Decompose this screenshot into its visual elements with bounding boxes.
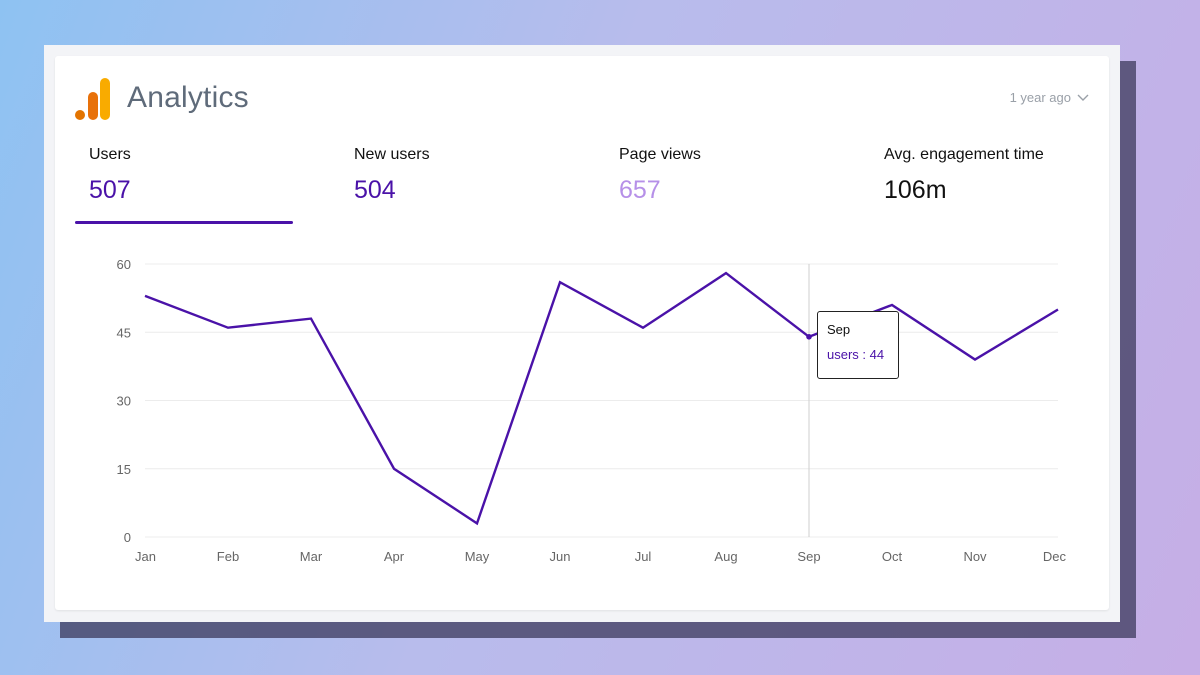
chart-svg: 0 15 30 45 60 Jan Feb Mar Apr May Jun Jul Aug Sep Oct N… (117, 257, 1067, 564)
date-range-label: 1 year ago (1009, 90, 1071, 105)
series-line-users (144, 271, 1059, 526)
x-tick-label: Sep (797, 549, 820, 564)
users-line-chart[interactable]: 0 15 30 45 60 Jan Feb Mar Apr May Jun Jul Aug Sep Oct N… (95, 244, 1095, 564)
header: Analytics (75, 76, 249, 120)
x-tick-label: Jul (635, 549, 652, 564)
x-tick-label: Aug (714, 549, 737, 564)
screenshot-frame: Analytics 1 year ago Users 507 New users… (44, 45, 1120, 622)
tab-users-value: 507 (89, 176, 131, 204)
x-tick-label: Mar (300, 549, 323, 564)
tab-users-label: Users (89, 146, 131, 163)
x-tick-label: May (465, 549, 490, 564)
analytics-logo-icon (75, 76, 111, 120)
tab-page-views-label: Page views (619, 146, 701, 163)
metric-tabs: Users 507 New users 504 Page views 657 A… (75, 146, 1095, 226)
x-tick-label: Feb (217, 549, 239, 564)
x-tick-label: Apr (384, 549, 405, 564)
y-tick-label: 15 (117, 462, 131, 477)
tooltip-value: users : 44 (827, 346, 885, 362)
tab-avg-engagement-time-label: Avg. engagement time (884, 146, 1044, 163)
tab-users[interactable]: Users 507 (75, 146, 315, 226)
tab-page-views-value: 657 (619, 176, 661, 204)
tab-new-users[interactable]: New users 504 (340, 146, 580, 226)
tab-page-views[interactable]: Page views 657 (605, 146, 845, 226)
x-tick-label: Nov (963, 549, 987, 564)
tooltip-series-value: 44 (869, 346, 885, 362)
tooltip-category: Sep (827, 321, 851, 337)
selected-tab-indicator (75, 221, 293, 224)
chart-tooltip: Sep users : 44 (817, 310, 899, 379)
logo-bar-tall (100, 78, 110, 120)
tooltip-series-name: users (827, 346, 859, 362)
tab-new-users-label: New users (354, 146, 430, 163)
x-tick-label: Oct (882, 549, 903, 564)
y-tick-label: 45 (117, 325, 131, 340)
chevron-down-icon (1077, 94, 1089, 101)
y-tick-label: 60 (117, 257, 131, 272)
x-tick-label: Jun (550, 549, 571, 564)
date-range-dropdown[interactable]: 1 year ago (1010, 90, 1089, 105)
app-title: Analytics (127, 81, 249, 114)
y-tick-label: 0 (124, 530, 131, 545)
tab-avg-engagement-time-value: 106m (884, 176, 947, 204)
data-point (806, 334, 812, 340)
tab-avg-engagement-time[interactable]: Avg. engagement time 106m (870, 146, 1110, 226)
logo-bar-mid (88, 92, 98, 120)
logo-dot (75, 110, 85, 120)
tab-new-users-value: 504 (354, 176, 396, 204)
analytics-card: Analytics 1 year ago Users 507 New users… (55, 56, 1109, 610)
x-tick-label: Jan (135, 549, 156, 564)
x-tick-label: Dec (1043, 549, 1067, 564)
y-tick-label: 30 (117, 394, 131, 409)
